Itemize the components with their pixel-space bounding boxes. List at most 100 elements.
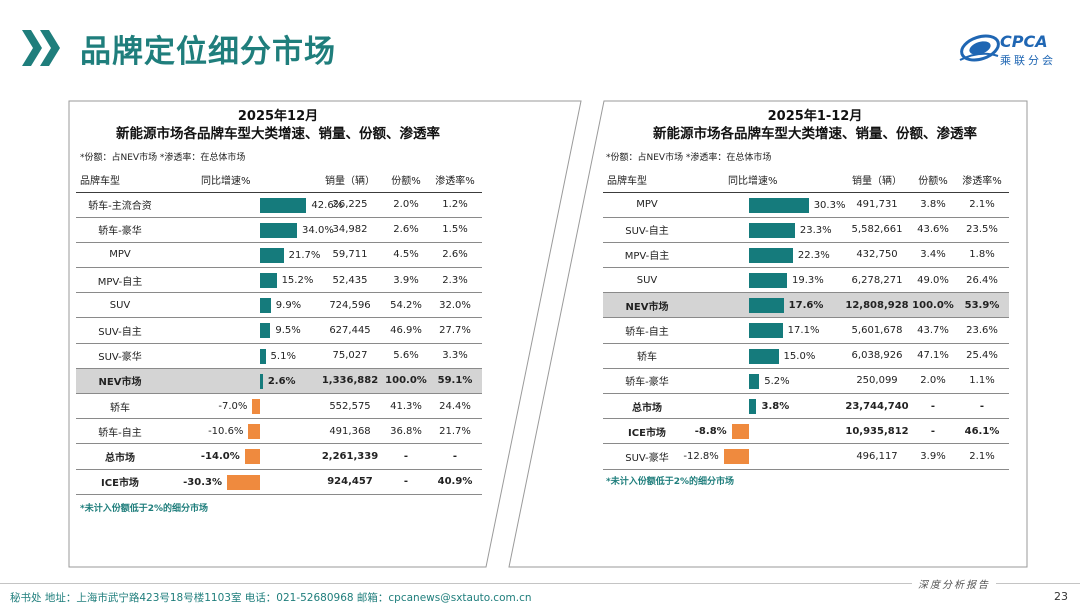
share-value: 46.9% xyxy=(384,317,428,344)
sales-value: 6,038,926 xyxy=(843,343,911,369)
table-row: MPV 30.3% 491,731 3.8% 2.1% xyxy=(603,192,1009,218)
share-value: 41.3% xyxy=(384,393,428,420)
sales-value: 627,445 xyxy=(316,317,384,344)
growth-cell: 15.2% xyxy=(164,267,316,294)
penetration-value: - xyxy=(428,443,482,470)
row-label: MPV xyxy=(76,242,164,269)
row-label: NEV市场 xyxy=(603,292,691,319)
penetration-value: - xyxy=(955,393,1009,420)
growth-label: 15.0% xyxy=(783,350,816,362)
growth-bar xyxy=(260,348,266,364)
table-row: ICE市场 -8.8% 10,935,812-46.1% xyxy=(603,418,1009,445)
growth-label: 30.3% xyxy=(813,199,846,211)
growth-bar xyxy=(244,449,260,465)
share-value: 54.2% xyxy=(384,292,428,319)
sales-value: 491,731 xyxy=(843,192,911,218)
table-row: 轿车 15.0% 6,038,926 47.1% 25.4% xyxy=(603,343,1009,369)
share-value: 2.0% xyxy=(911,368,955,395)
growth-label: 9.5% xyxy=(275,325,301,337)
sales-value: 34,982 xyxy=(316,217,384,243)
growth-cell: 3.8% xyxy=(691,393,843,420)
sales-value: 5,601,678 xyxy=(843,317,911,344)
penetration-value: 2.1% xyxy=(955,443,1009,470)
growth-label: 5.1% xyxy=(270,350,296,362)
row-label: NEV市场 xyxy=(76,368,164,395)
sales-value: 5,582,661 xyxy=(843,217,911,243)
page-number: 23 xyxy=(1054,590,1068,603)
growth-cell: -7.0% xyxy=(164,393,316,420)
penetration-value: 40.9% xyxy=(428,469,482,495)
row-label: ICE市场 xyxy=(76,469,164,495)
growth-label: 15.2% xyxy=(281,275,314,287)
sales-value: 432,750 xyxy=(843,242,911,269)
penetration-value: 1.1% xyxy=(955,368,1009,395)
page-title: 品牌定位细分市场 xyxy=(80,34,336,70)
share-value: 5.6% xyxy=(384,343,428,369)
penetration-value: 2.1% xyxy=(955,192,1009,218)
share-value: 3.4% xyxy=(911,242,955,269)
growth-bar xyxy=(749,373,760,389)
growth-cell: -12.8% xyxy=(683,443,843,470)
growth-cell: 15.0% xyxy=(691,343,843,369)
growth-cell: 5.1% xyxy=(164,343,316,369)
sales-value: 10,935,812 xyxy=(843,418,911,445)
table-row: MPV-自主 15.2% 52,435 3.9% 2.3% xyxy=(76,267,482,294)
column-header: 渗透率% xyxy=(955,168,1009,193)
data-table: 品牌车型 同比增速% 销量（辆） 份额% 渗透率% 轿车-主流合资 42.6% 26… xyxy=(76,168,482,495)
growth-cell: 23.3% xyxy=(691,217,843,243)
column-header: 同比增速% xyxy=(164,168,316,193)
column-header: 份额% xyxy=(911,168,955,193)
growth-label: 19.3% xyxy=(792,275,824,287)
logo-text: CPCA xyxy=(1000,32,1048,51)
penetration-value: 32.0% xyxy=(428,292,482,319)
table-row: 轿车 -7.0% 552,575 41.3% 24.4% xyxy=(76,393,482,420)
share-value: 3.9% xyxy=(911,443,955,470)
penetration-value: 1.2% xyxy=(428,192,482,218)
growth-bar xyxy=(749,247,793,263)
growth-label: 17.6% xyxy=(788,300,824,312)
sales-value: 250,099 xyxy=(843,368,911,395)
report-tag: 深度分析报告 xyxy=(912,576,996,591)
share-value: 2.0% xyxy=(384,192,428,218)
panel-outline xyxy=(508,100,1028,568)
growth-label: 22.3% xyxy=(797,249,830,261)
penetration-value: 26.4% xyxy=(955,267,1009,294)
share-value: - xyxy=(911,418,955,445)
column-header: 销量（辆） xyxy=(843,168,911,193)
share-value: 36.8% xyxy=(384,418,428,445)
column-header: 渗透率% xyxy=(428,168,482,193)
growth-cell: 5.2% xyxy=(691,368,843,395)
sales-value: 2,261,339 xyxy=(316,443,384,470)
footer-address: 秘书处 地址：上海市武宁路423号18号楼1103室 电话：021-526809… xyxy=(10,592,532,604)
table-row: 总市场 3.8% 23,744,740- - xyxy=(603,393,1009,420)
growth-label: -12.8% xyxy=(683,451,719,463)
growth-bar xyxy=(260,222,298,238)
growth-bar xyxy=(260,373,263,389)
share-value: 2.6% xyxy=(384,217,428,243)
table-row: 轿车-自主 -10.6% 491,368 36.8% 21.7% xyxy=(76,418,482,445)
growth-cell: 21.7% xyxy=(164,242,320,269)
penetration-value: 23.6% xyxy=(955,317,1009,344)
sales-value: 552,575 xyxy=(316,393,384,420)
growth-cell: -10.6% xyxy=(164,418,316,445)
growth-label: -10.6% xyxy=(208,426,244,438)
growth-cell: -30.3% xyxy=(164,469,316,495)
column-header: 品牌车型 xyxy=(603,168,691,193)
share-value: 4.5% xyxy=(384,242,428,269)
cpca-logo-icon xyxy=(959,34,1000,62)
growth-bar xyxy=(260,273,277,289)
table-row: 轿车-豪华 34.0% 34,982 2.6% 1.5% xyxy=(76,217,482,243)
growth-bar xyxy=(749,298,784,314)
share-value: 100.0% xyxy=(911,292,955,319)
penetration-value: 1.8% xyxy=(955,242,1009,269)
growth-bar xyxy=(252,399,260,414)
share-value: - xyxy=(384,469,428,495)
row-label: 轿车-豪华 xyxy=(76,217,164,243)
row-label: SUV-豪华 xyxy=(76,343,164,369)
row-label: SUV xyxy=(603,267,691,294)
panel-note: *份额：占NEV市场 *渗透率：在总体市场 xyxy=(606,153,772,163)
growth-cell: -14.0% xyxy=(164,443,316,470)
penetration-value: 24.4% xyxy=(428,393,482,420)
sales-value: 6,278,271 xyxy=(843,267,911,294)
row-label: 轿车 xyxy=(76,393,164,420)
